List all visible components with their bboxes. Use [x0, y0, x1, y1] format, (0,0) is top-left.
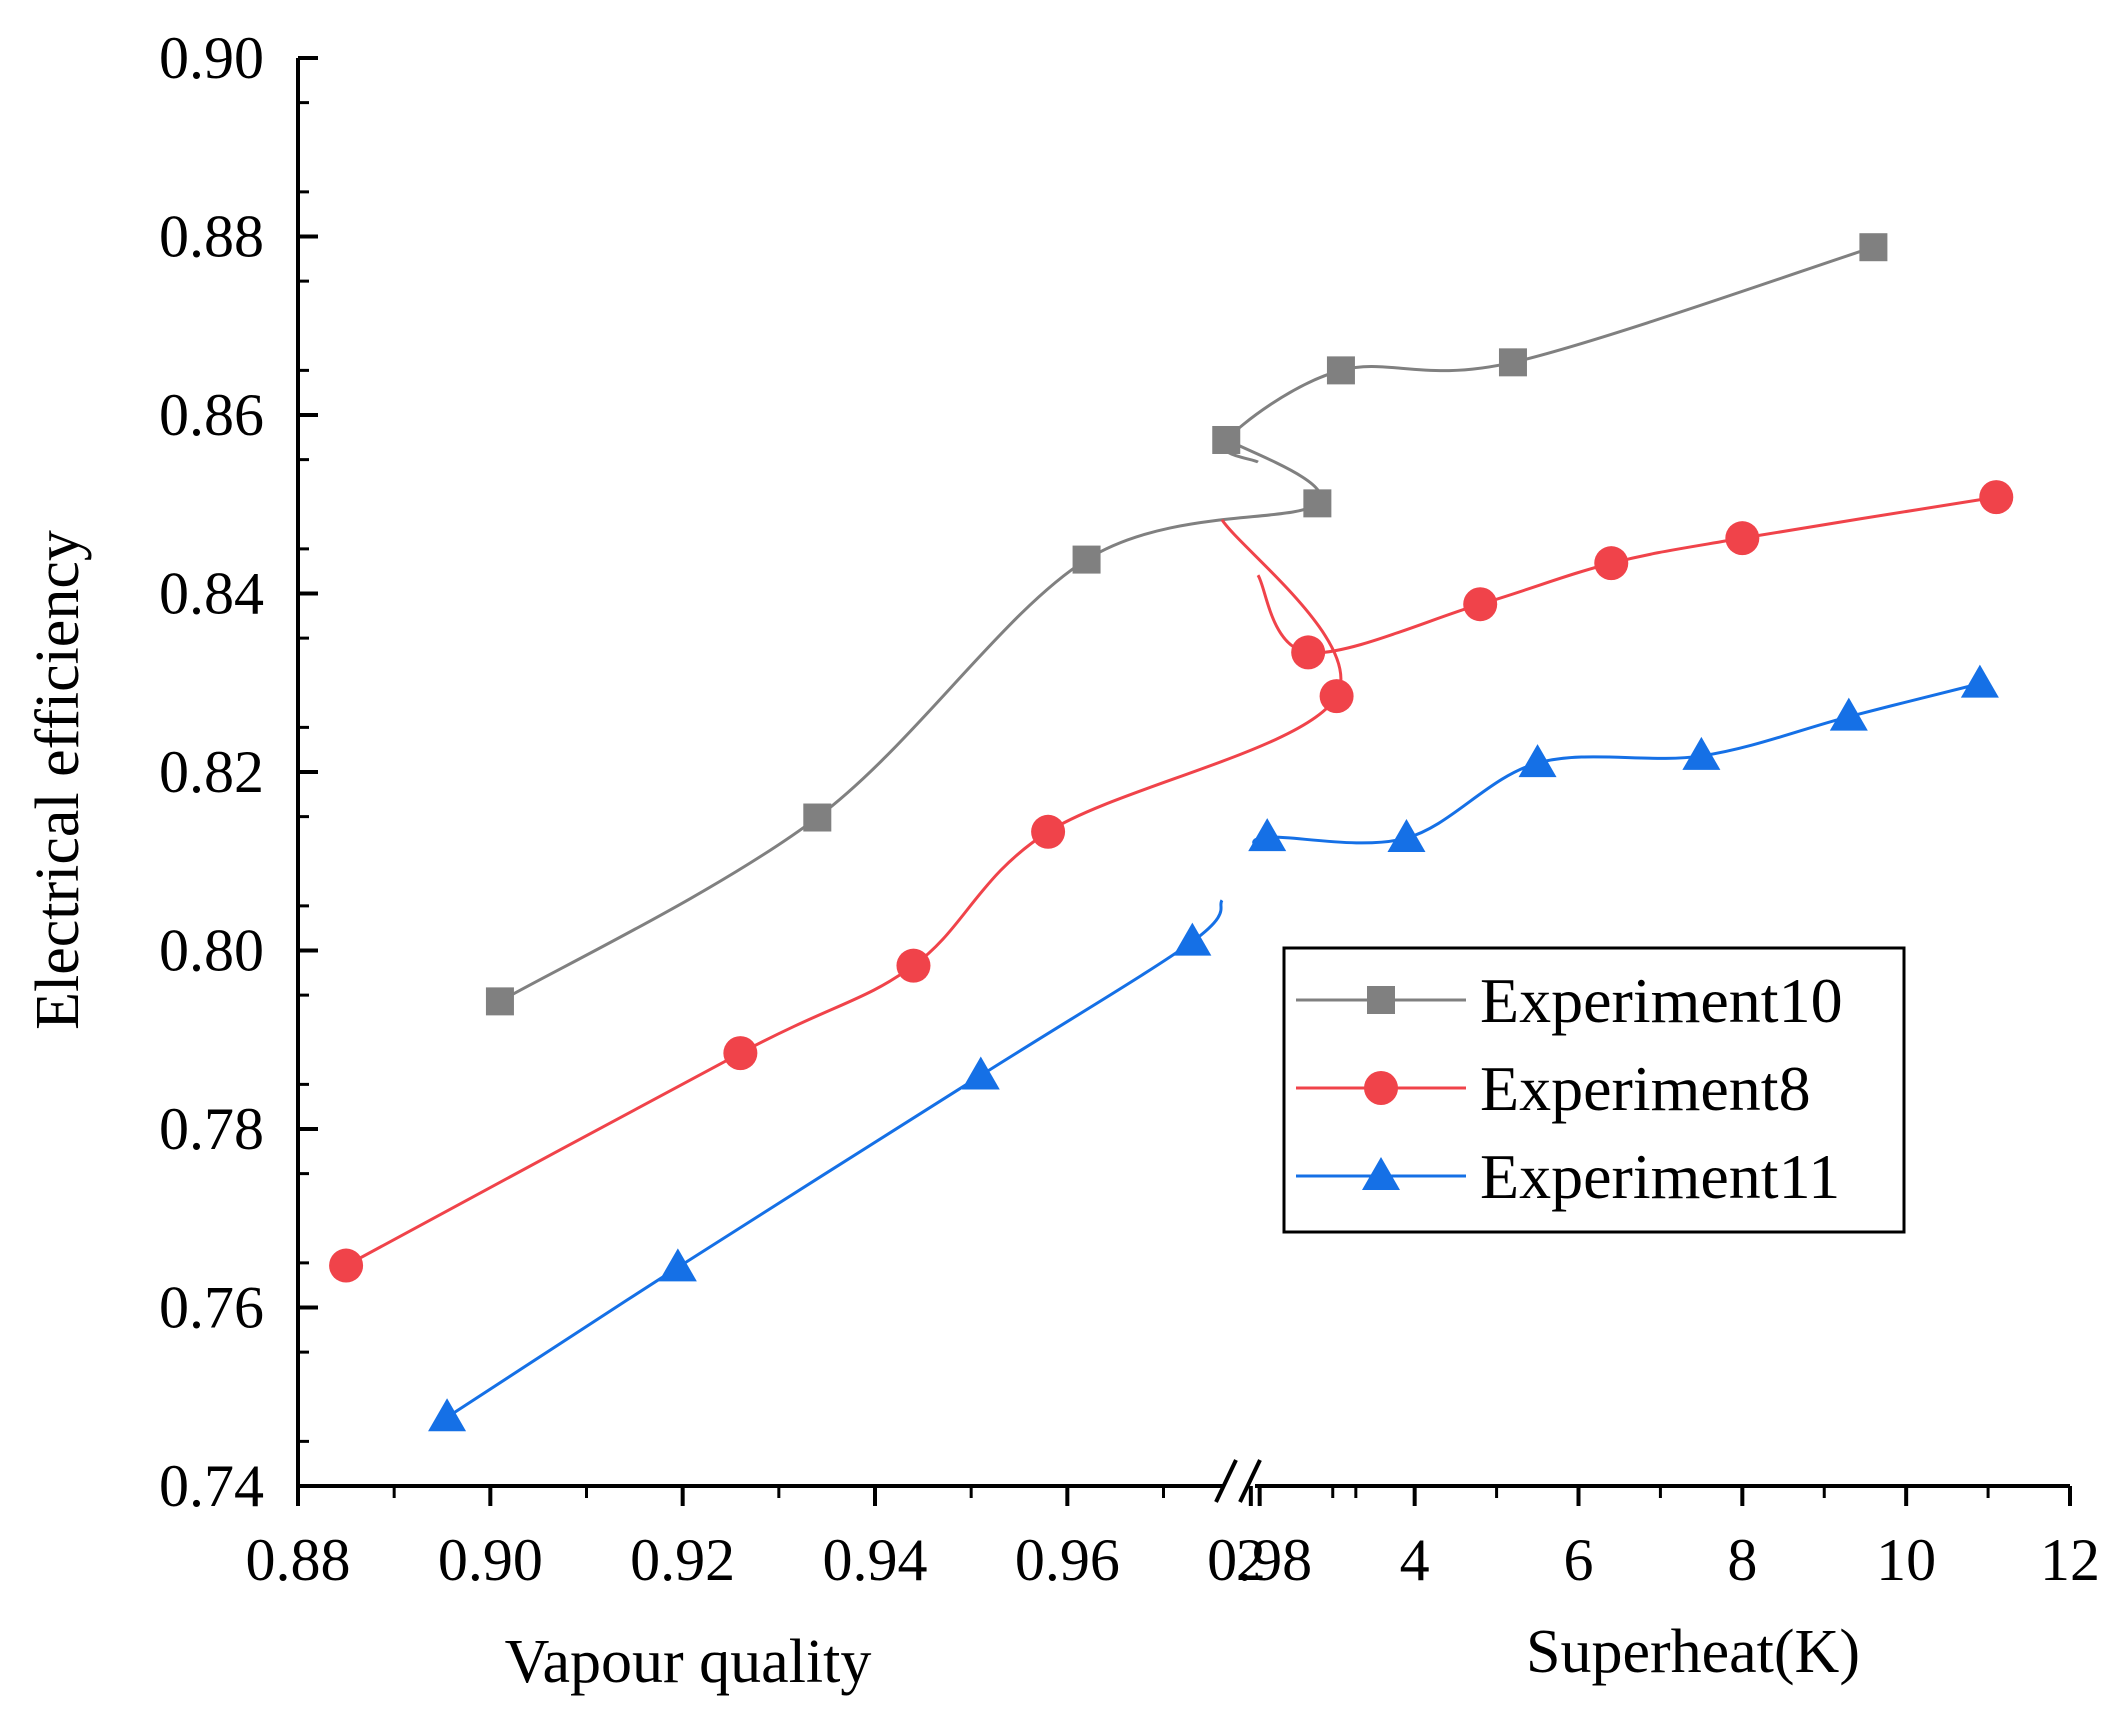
y-tick-label: 0.80	[159, 918, 264, 984]
legend: Experiment10 Experiment8 Experiment11	[1282, 946, 1906, 1234]
legend-label: Experiment11	[1480, 1141, 1840, 1212]
series-line-right	[1222, 245, 1874, 464]
x-left-tick-label: 0.98	[1207, 1527, 1312, 1593]
data-point	[1303, 489, 1332, 518]
series-line-left	[345, 519, 1343, 1267]
x-axis-label-right: Superheat(K)	[1526, 1618, 1860, 1686]
plot-area	[329, 233, 2014, 1432]
y-ticks: 0.74 0.76 0.78 0.80 0.82 0.84 0.86 0.88 0.90	[159, 25, 318, 1519]
x-left-tick-label: 0.90	[438, 1527, 543, 1593]
data-point	[329, 1248, 364, 1283]
data-point	[485, 987, 514, 1016]
data-point	[1072, 545, 1101, 574]
data-point	[1960, 664, 1999, 698]
data-point	[803, 803, 832, 832]
data-point	[1682, 736, 1721, 770]
series-Experiment11	[428, 664, 1999, 1432]
data-point	[896, 948, 931, 983]
data-point	[1387, 819, 1426, 853]
legend-item: Experiment10	[1296, 965, 1843, 1036]
x-right-tick-label: 8	[1727, 1527, 1757, 1593]
x-left-tick-label: 0.96	[1015, 1527, 1120, 1593]
legend-marker	[1364, 1071, 1398, 1105]
legend-marker	[1362, 1157, 1400, 1190]
data-point	[1248, 818, 1287, 852]
legend-marker	[1367, 986, 1395, 1014]
x-ticks-right: 2 4 6 8 10 12	[1236, 1486, 2100, 1593]
series-line-left	[446, 899, 1224, 1419]
x-right-tick-label: 2	[1236, 1527, 1266, 1593]
y-tick-label: 0.74	[159, 1453, 264, 1519]
x-axis-label-left: Vapour quality	[505, 1628, 872, 1696]
data-point	[1979, 480, 2014, 515]
y-tick-label: 0.78	[159, 1096, 264, 1162]
data-point	[1498, 348, 1527, 377]
data-point	[1326, 356, 1355, 385]
x-left-tick-label: 0.88	[246, 1527, 351, 1593]
legend-item: Experiment11	[1296, 1141, 1840, 1212]
legend-label: Experiment10	[1480, 965, 1843, 1036]
axis-break-mark	[1214, 1459, 1262, 1503]
x-right-tick-label: 4	[1400, 1527, 1430, 1593]
data-point	[1463, 587, 1498, 622]
series-line-right	[1256, 495, 1997, 655]
data-point	[961, 1056, 1000, 1090]
data-point	[1212, 425, 1241, 454]
data-point	[723, 1036, 758, 1071]
x-right-tick-label: 10	[1876, 1527, 1936, 1593]
y-tick-label: 0.86	[159, 382, 264, 448]
data-point	[428, 1398, 467, 1432]
x-right-tick-label: 12	[2040, 1527, 2100, 1593]
data-point	[658, 1248, 697, 1282]
legend-label: Experiment8	[1480, 1053, 1811, 1124]
y-tick-label: 0.76	[159, 1275, 264, 1341]
y-tick-label: 0.84	[159, 561, 264, 627]
data-point	[1859, 233, 1888, 262]
data-point	[1594, 546, 1629, 581]
series-line-left	[499, 435, 1322, 1003]
x-left-tick-label: 0.94	[823, 1527, 928, 1593]
data-point	[1518, 744, 1557, 778]
y-tick-label: 0.82	[159, 739, 264, 805]
data-point	[1031, 814, 1066, 849]
y-tick-label: 0.90	[159, 25, 264, 91]
data-point	[1725, 521, 1760, 556]
series-line-right	[1252, 682, 1981, 852]
x-right-tick-label: 6	[1564, 1527, 1594, 1593]
x-left-tick-label: 0.92	[630, 1527, 735, 1593]
y-axis-label: Electrical efficiency	[24, 530, 92, 1030]
axes: 0.74 0.76 0.78 0.80 0.82 0.84 0.86 0.88 0.90 0.8…	[159, 25, 2100, 1593]
series-Experiment8	[329, 480, 2014, 1283]
data-point	[1319, 679, 1354, 714]
data-point	[1829, 697, 1868, 731]
legend-item: Experiment8	[1296, 1053, 1811, 1124]
y-tick-label: 0.88	[159, 204, 264, 270]
data-point	[1291, 635, 1326, 670]
series-Experiment10	[485, 233, 1888, 1016]
x-ticks-left: 0.88 0.90 0.92 0.94 0.96 0.98	[246, 1486, 1358, 1593]
series-layer	[329, 233, 2014, 1432]
data-point	[1173, 922, 1212, 956]
